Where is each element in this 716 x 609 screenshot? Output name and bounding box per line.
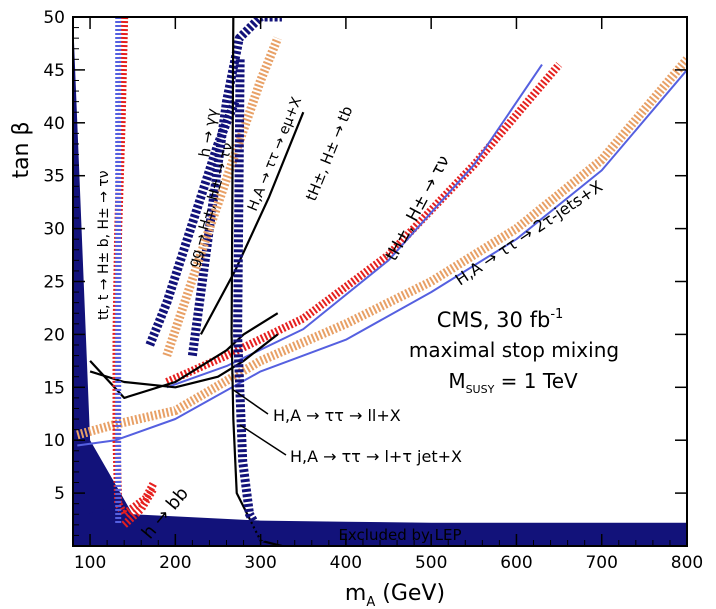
- series-h-a-2-jets-x-blue: [77, 69, 687, 447]
- annotation-ll: H,A → ττ → ll+X: [231, 388, 401, 425]
- x-tick-label-500: 500: [415, 553, 447, 573]
- y-tick-label-45: 45: [43, 61, 65, 81]
- series-h-a-e-x: [162, 36, 282, 358]
- info-line2: maximal stop mixing: [409, 338, 619, 362]
- series-h-a-l-jet-x: [89, 333, 279, 389]
- x-tick-label-100: 100: [74, 553, 106, 573]
- series-boundary-navy-vertical: [233, 59, 269, 543]
- exclusion-layer: [73, 17, 687, 546]
- x-tick-label-700: 700: [585, 553, 617, 573]
- x-axis-title: mA (GeV): [345, 581, 445, 609]
- plot-area: [73, 17, 687, 546]
- series-layer: [76, 17, 687, 546]
- info-line1: CMS, 30 fb-1: [437, 307, 564, 332]
- y-tick-label-35: 35: [43, 167, 65, 187]
- y-tick-label-5: 5: [54, 484, 65, 504]
- x-axis-unit: (GeV): [375, 581, 445, 606]
- x-tick-label-600: 600: [500, 553, 532, 573]
- plot-frame: [72, 16, 688, 547]
- y-tick-label-40: 40: [43, 114, 65, 134]
- y-axis-title: tan β: [9, 121, 34, 178]
- series-h-a-ll-x: [89, 312, 279, 399]
- x-axis-sub: A: [366, 595, 375, 609]
- x-tick-label-300: 300: [244, 553, 276, 573]
- series-h-a-2-jets-x: [76, 56, 687, 440]
- x-tick-label-400: 400: [330, 553, 362, 573]
- annotation-ltau: H,A → ττ → l+τ jet+X: [239, 424, 462, 466]
- y-tick-label-50: 50: [43, 8, 65, 28]
- annotation-ltau-text: H,A → ττ → l+τ jet+X: [290, 447, 462, 466]
- series-th-h-tb: [199, 111, 305, 335]
- excluded-label: Excluded by LEP: [338, 526, 461, 544]
- annotation-ll-text: H,A → ττ → ll+X: [273, 406, 401, 425]
- x-tick-label-800: 800: [671, 553, 703, 573]
- y-tick-label-15: 15: [43, 378, 65, 398]
- x-axis-m: m: [345, 581, 366, 606]
- series-th-h-blue: [166, 64, 543, 389]
- annotation-tt: tt, t → H± b, H± → τν: [96, 170, 112, 320]
- y-tick-label-20: 20: [43, 325, 65, 345]
- x-tick-label-200: 200: [159, 553, 191, 573]
- lep-excluded-bump: [86, 457, 106, 515]
- y-tick-label-10: 10: [43, 431, 65, 451]
- y-tick-label-30: 30: [43, 220, 65, 240]
- y-tick-label-25: 25: [43, 273, 65, 293]
- series-boundary-black-vertical: [230, 17, 283, 546]
